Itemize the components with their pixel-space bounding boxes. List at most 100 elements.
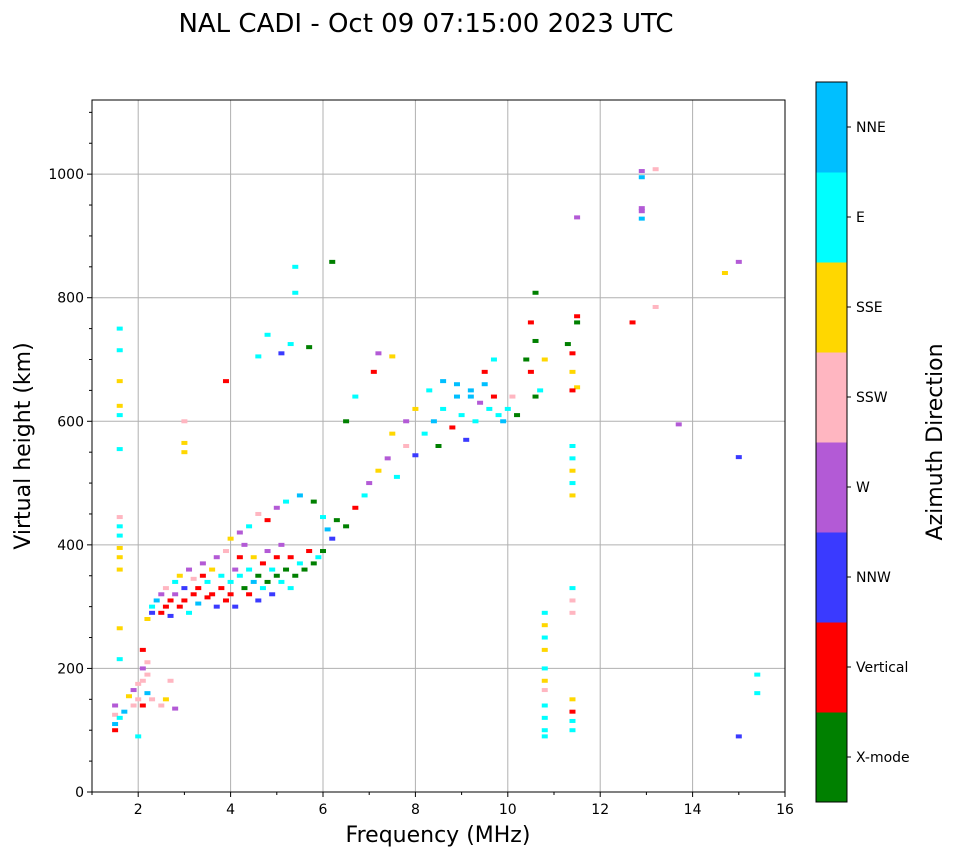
data-point-143 <box>500 419 507 424</box>
data-point-155 <box>490 357 497 362</box>
data-point-87 <box>259 586 266 591</box>
x-tick-label-1: 4 <box>226 802 235 818</box>
data-point-94 <box>278 579 285 584</box>
colorbar-segment-0 <box>816 712 847 803</box>
data-point-188 <box>574 215 581 220</box>
colorbar-segment-3 <box>816 442 847 533</box>
data-point-22 <box>130 688 137 693</box>
data-point-107 <box>236 530 243 535</box>
data-point-57 <box>190 576 197 581</box>
y-axis-ticks: 0 200 400 600 800 1000 <box>48 111 92 801</box>
colorbar-segment-5 <box>816 262 847 353</box>
data-point-130 <box>435 444 442 448</box>
data-point-64 <box>209 567 216 572</box>
data-point-193 <box>541 666 548 671</box>
data-point-71 <box>222 549 229 554</box>
y-tick-label-5: 1000 <box>48 167 84 183</box>
data-point-102 <box>306 549 313 554</box>
data-point-97 <box>287 586 294 591</box>
data-point-178 <box>532 394 539 399</box>
data-point-113 <box>296 493 303 498</box>
data-point-221 <box>721 271 728 275</box>
data-point-10 <box>116 515 123 520</box>
data-point-215 <box>638 206 645 211</box>
data-point-158 <box>370 369 377 374</box>
x-tick-label-2: 6 <box>319 802 328 818</box>
data-point-128 <box>421 431 428 436</box>
data-point-161 <box>287 342 294 347</box>
data-point-80 <box>246 567 253 572</box>
data-point-123 <box>375 468 382 473</box>
data-point-39 <box>149 604 156 609</box>
data-point-72 <box>227 579 234 584</box>
plot-area: 2 4 6 8 10 12 14 16 0 200 400 600 800 1000 <box>48 99 794 818</box>
data-point-223 <box>735 455 742 460</box>
data-point-49 <box>172 592 179 597</box>
data-point-30 <box>144 660 151 665</box>
colorbar-label-5: SSE <box>856 300 883 316</box>
y-axis-label: Virtual height (km) <box>11 342 36 549</box>
data-point-167 <box>292 264 299 269</box>
x-tick-label-4: 10 <box>499 802 517 818</box>
data-point-82 <box>250 579 257 584</box>
data-point-14 <box>116 379 123 384</box>
data-point-40 <box>149 610 156 615</box>
data-point-207 <box>569 610 576 615</box>
data-point-43 <box>158 592 165 597</box>
data-point-85 <box>255 598 262 603</box>
data-point-109 <box>255 511 262 516</box>
data-point-224 <box>735 734 742 739</box>
data-point-12 <box>116 413 123 418</box>
data-point-65 <box>209 592 216 597</box>
data-point-92 <box>273 573 280 578</box>
data-point-144 <box>504 406 511 411</box>
data-point-136 <box>467 388 474 393</box>
x-axis-ticks: 2 4 6 8 10 12 14 16 <box>91 792 794 818</box>
data-point-4 <box>116 715 123 720</box>
data-point-104 <box>315 555 322 560</box>
data-point-197 <box>541 715 548 720</box>
data-point-222 <box>735 259 742 264</box>
data-point-34 <box>158 703 165 708</box>
data-point-168 <box>329 259 336 264</box>
data-point-126 <box>403 444 410 448</box>
data-point-219 <box>652 304 659 309</box>
data-point-202 <box>569 468 576 473</box>
x-tick-label-6: 14 <box>684 802 702 818</box>
data-point-191 <box>541 635 548 640</box>
colorbar-label: Azimuth Direction <box>923 343 948 540</box>
data-point-23 <box>135 697 142 702</box>
data-point-84 <box>255 573 262 578</box>
data-point-1 <box>112 722 119 727</box>
data-point-177 <box>537 388 544 393</box>
data-point-106 <box>227 536 234 541</box>
data-point-42 <box>158 610 165 615</box>
data-point-93 <box>273 555 280 560</box>
data-point-171 <box>181 440 188 445</box>
data-point-9 <box>116 524 123 529</box>
data-point-59 <box>195 601 202 606</box>
data-point-209 <box>569 709 576 714</box>
data-point-46 <box>167 613 174 618</box>
data-point-115 <box>320 515 326 520</box>
data-point-225 <box>754 672 761 677</box>
data-point-213 <box>638 169 645 174</box>
data-point-181 <box>564 342 571 347</box>
data-point-205 <box>569 586 576 591</box>
colorbar-label-4: SSW <box>856 390 888 406</box>
data-point-100 <box>296 561 303 566</box>
data-point-77 <box>236 555 243 560</box>
data-point-146 <box>514 413 521 418</box>
data-point-120 <box>352 505 359 510</box>
data-point-176 <box>527 369 534 374</box>
data-point-119 <box>343 524 350 529</box>
data-point-226 <box>754 691 761 696</box>
data-point-70 <box>222 598 229 603</box>
data-point-37 <box>172 706 179 711</box>
data-point-66 <box>213 604 220 609</box>
data-point-83 <box>250 555 257 560</box>
data-point-61 <box>199 561 206 566</box>
data-point-127 <box>412 453 419 458</box>
data-point-103 <box>310 561 317 566</box>
colorbar-label-7: NNE <box>856 120 886 136</box>
